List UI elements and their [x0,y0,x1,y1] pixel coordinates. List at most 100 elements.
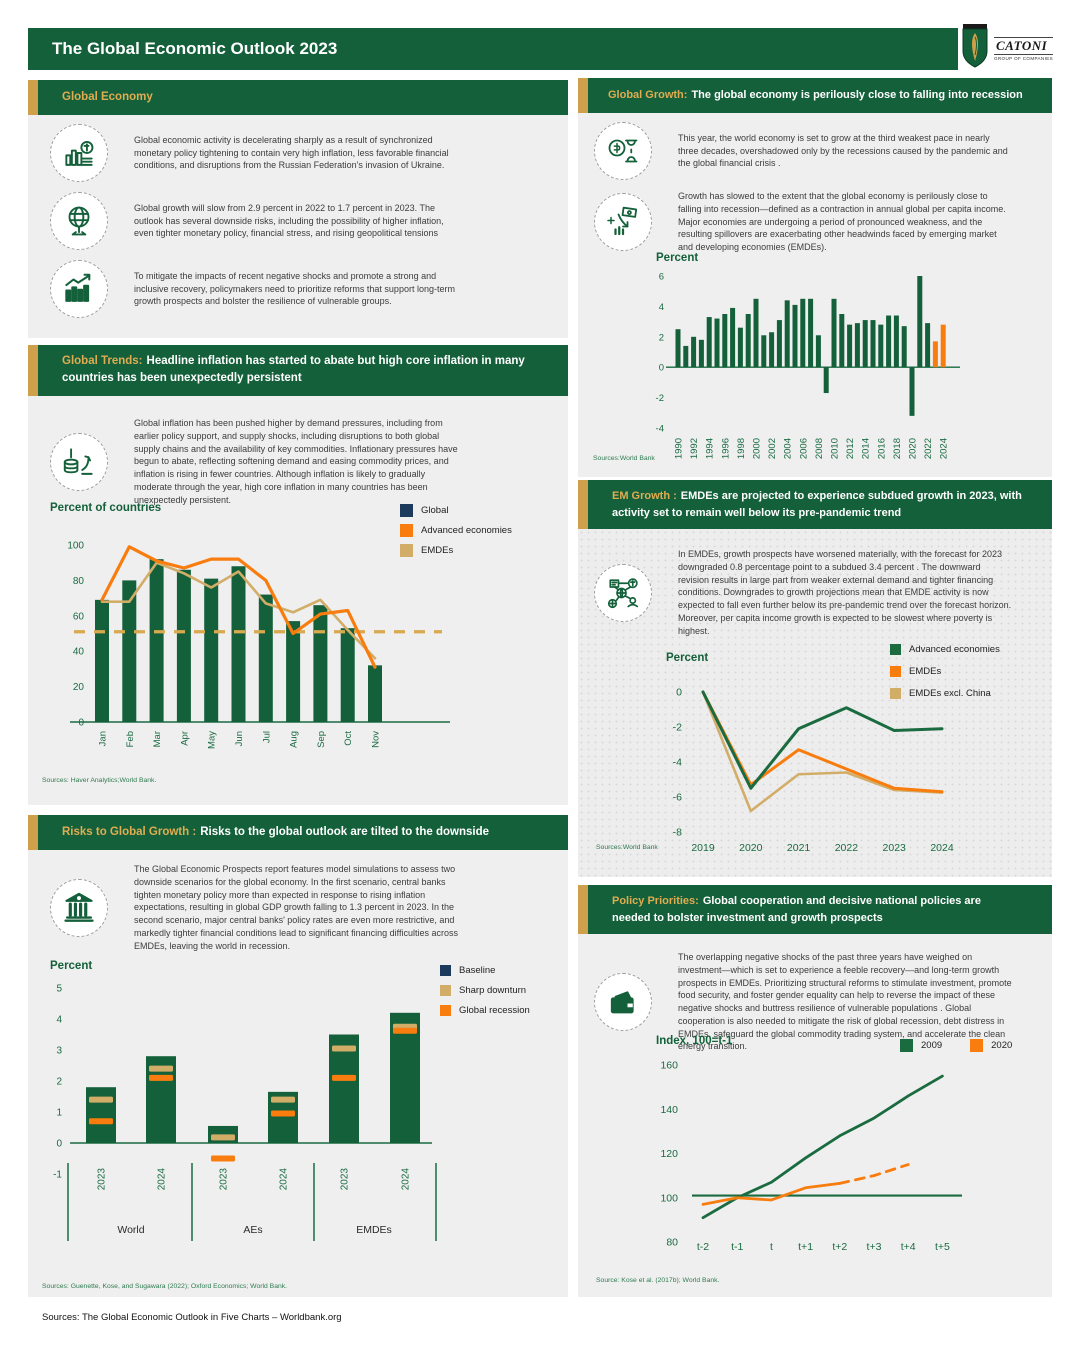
svg-text:2021: 2021 [787,842,811,854]
chart-title: Percent [50,960,93,972]
svg-text:2004: 2004 [783,438,794,459]
legend-swatch-advanced [890,643,901,655]
svg-text:0: 0 [56,1139,62,1150]
chart-source: Sources:World Bank [593,455,655,462]
svg-text:2024: 2024 [401,1168,412,1191]
svg-text:t-2: t-2 [697,1241,709,1253]
svg-text:2024: 2024 [930,842,954,854]
legend-swatch-emdes-excl-china [890,687,901,699]
section-headline: Headline inflation has started to abate … [62,355,525,385]
fact-row: This year, the world economy is set to g… [578,122,1052,180]
svg-text:6: 6 [659,272,664,283]
money-hourglass-icon [594,122,652,180]
economy-chart-coins-icon [50,124,108,182]
svg-text:4: 4 [56,1015,62,1026]
section-label: Risks to Global Growth : [62,826,197,838]
svg-text:1990: 1990 [674,438,685,459]
growth-bars-arrow-icon [50,260,108,318]
section-label: Global Trends: [62,355,143,367]
legend-label: Sharp downturn [459,984,527,996]
svg-text:-8: -8 [673,827,682,839]
svg-text:-2: -2 [673,722,682,734]
svg-text:t+2: t+2 [832,1241,847,1253]
svg-text:-4: -4 [656,424,664,435]
fact-text: The overlapping negative shocks of the p… [678,952,1012,1052]
svg-text:40: 40 [73,647,85,658]
money-decline-icon [594,192,652,251]
section-label: Policy Priorities: [612,895,699,907]
svg-text:2006: 2006 [798,438,809,459]
svg-text:2023: 2023 [340,1168,351,1191]
wallet-icon [594,973,652,1032]
svg-text:May: May [207,731,218,749]
svg-text:1992: 1992 [689,438,700,459]
fact-row: The overlapping negative shocks of the p… [578,951,1052,1053]
svg-text:t: t [770,1241,773,1253]
svg-text:2012: 2012 [845,438,856,459]
shield-icon [960,23,990,76]
svg-text:2022: 2022 [835,842,859,854]
svg-text:1: 1 [56,1108,62,1119]
fact-text: Global economic activity is decelerating… [134,134,449,171]
svg-text:2019: 2019 [691,842,715,854]
svg-text:80: 80 [73,576,85,587]
section-global-trends: Global Trends: Headline inflation has sta… [28,345,568,805]
chart-legend: Global Advanced economies EMDEs [400,500,512,560]
svg-text:Jun: Jun [234,731,245,746]
legend-swatch-baseline [440,964,451,976]
svg-text:1998: 1998 [736,438,747,459]
section-header: Policy Priorities: Global cooperation and… [578,885,1052,934]
svg-text:Jul: Jul [261,731,272,743]
fact-row: The Global Economic Prospects report fea… [28,863,568,952]
svg-text:160: 160 [660,1060,678,1072]
chart-title: Percent [656,252,699,264]
section-header: Global Growth: The global economy is peri… [578,78,1052,113]
legend-swatch-sharp-downturn [440,984,451,996]
legend-label: Advanced economies [909,643,1000,655]
svg-text:20: 20 [73,682,85,693]
fact-text: In EMDEs, growth prospects have worsened… [678,549,1012,636]
legend-swatch-global-recession [440,1004,451,1016]
svg-text:2020: 2020 [908,438,919,459]
svg-text:2002: 2002 [767,438,778,459]
fact-text: Growth has slowed to the extent that the… [678,191,1006,253]
chart-source: Sources: Guenette, Kose, and Sugawara (2… [42,1283,288,1290]
svg-text:1994: 1994 [705,438,716,459]
inflation-countries-chart: 100 80 60 40 20 0 Jan Feb Mar Apr May Jun Jul Aug Sep O… [28,515,568,822]
fact-row: Global economic activity is decelerating… [28,124,568,182]
svg-text:2014: 2014 [861,438,872,459]
fact-row: Growth has slowed to the extent that the… [578,190,1052,254]
legend-label: Global recession [459,1004,530,1016]
svg-text:2016: 2016 [876,438,887,459]
svg-text:Sep: Sep [316,731,327,748]
fact-row: Global growth will slow from 2.9 percent… [28,192,568,250]
legend-label: EMDEs excl. China [909,687,991,699]
emde-trend-gap-chart: 0 -2 -4 -6 -8 2019 2020 2021 2022 2023 2024 [578,655,1052,866]
section-label: EM Growth : [612,490,677,502]
section-label: Global Growth: [608,89,688,101]
legend-swatch-2020 [970,1038,984,1052]
gold-accent [578,480,588,529]
chart-legend: 2009 2020 [900,1035,1012,1055]
svg-text:t-1: t-1 [731,1241,743,1253]
svg-text:t+1: t+1 [798,1241,813,1253]
svg-text:2023: 2023 [219,1168,230,1191]
svg-text:Aug: Aug [289,731,300,748]
globe-icon [50,192,108,250]
svg-text:Feb: Feb [125,731,136,747]
legend-label: 2020 [991,1039,1013,1051]
svg-text:EMDEs: EMDEs [356,1224,392,1236]
section-global-economy: Global Economy Global economic activity … [28,80,568,338]
section-header: Global Trends: Headline inflation has sta… [28,345,568,396]
section-header: EM Growth : EMDEs are projected to experi… [578,480,1052,529]
fact-text: To mitigate the impacts of recent negati… [134,270,455,307]
downside-scenarios-chart: 5 4 3 2 1 0 -1 2023 2024 2023 2024 2023 2024 World AEs… [28,973,568,1310]
fact-text: Global growth will slow from 2.9 percent… [134,202,444,239]
svg-text:AEs: AEs [243,1224,262,1236]
svg-text:100: 100 [67,541,84,552]
section-label: Global Economy [62,91,153,103]
legend-label: Advanced economies [421,524,512,536]
svg-text:t+4: t+4 [901,1241,916,1253]
chart-source: Sources:World Bank [596,844,658,851]
gold-accent [28,815,38,851]
